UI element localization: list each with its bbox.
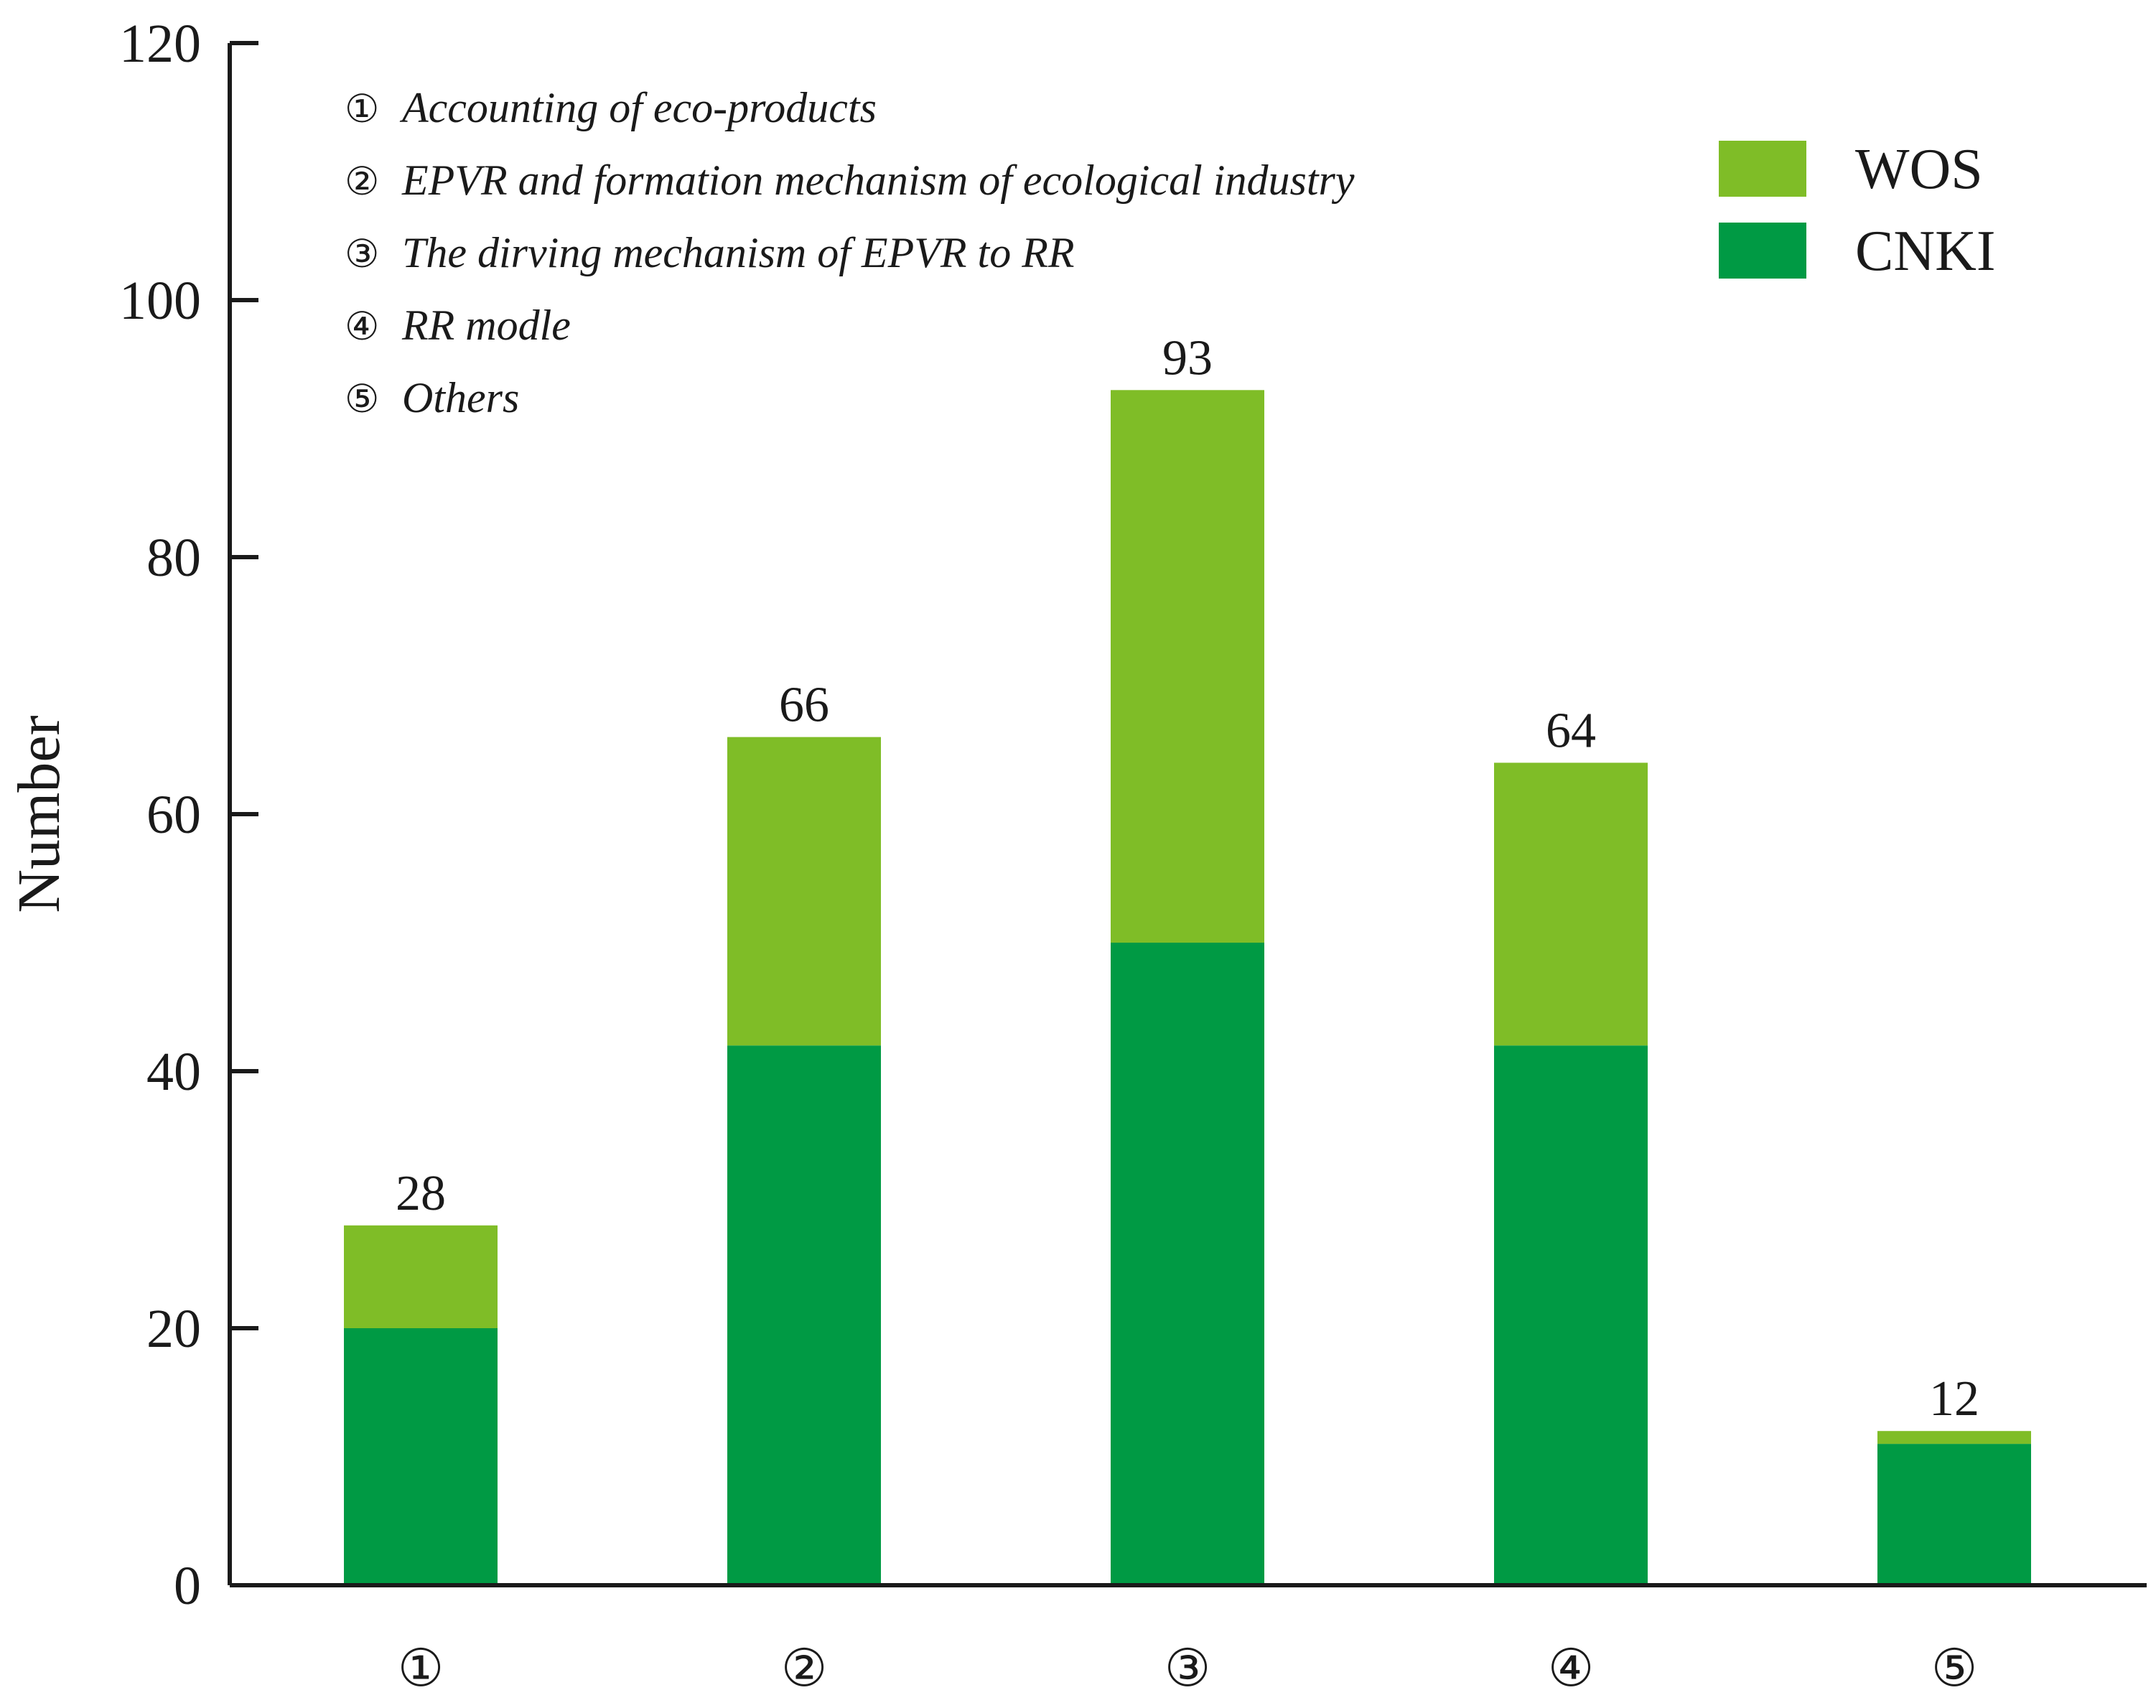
topic-list: ① Accounting of eco-products ② EPVR and for… (345, 84, 1355, 421)
bar-wos-3 (1111, 390, 1264, 943)
bar-cnki-1 (344, 1328, 498, 1585)
x-tick-label-2: ② (781, 1638, 828, 1698)
legend-swatch-cnki (1719, 223, 1806, 279)
bar-total-label-4: 64 (1546, 703, 1596, 758)
bar-total-label-5: 12 (1929, 1371, 1979, 1427)
axes-layer: 0 20 40 60 80 100 120 Number (6, 14, 2147, 1616)
topic-marker-3: ③ (345, 231, 379, 276)
bar-cnki-3 (1111, 943, 1264, 1585)
topic-marker-5: ⑤ (345, 376, 379, 421)
topic-label-5: Others (402, 374, 519, 421)
legend-label-cnki: CNKI (1855, 220, 1996, 283)
topic-marker-1: ① (345, 86, 379, 131)
topic-label-2: EPVR and formation mechanism of ecologic… (401, 157, 1355, 204)
x-tick-label-5: ⑤ (1931, 1638, 1978, 1698)
bar-wos-1 (344, 1225, 498, 1328)
topic-marker-4: ④ (345, 304, 379, 349)
bar-cnki-2 (727, 1045, 881, 1585)
x-tick-label-1: ① (398, 1638, 444, 1698)
bars-layer (344, 390, 2031, 1585)
legend: WOS CNKI (1719, 138, 1996, 283)
y-tick-label-0: 0 (174, 1556, 201, 1616)
bar-wos-2 (727, 737, 881, 1046)
topic-label-4: RR modle (401, 302, 571, 349)
bar-total-label-1: 28 (396, 1166, 446, 1221)
topic-label-1: Accounting of eco-products (399, 84, 877, 131)
bar-total-label-2: 66 (779, 678, 829, 733)
topic-label-3: The dirving mechanism of EPVR to RR (402, 229, 1075, 276)
legend-swatch-wos (1719, 141, 1806, 197)
bar-wos-5 (1877, 1431, 2031, 1445)
y-tick-label-60: 60 (146, 785, 201, 845)
bar-cnki-4 (1494, 1045, 1648, 1585)
labels-layer: 28 ① 66 ② 93 ③ 64 ④ 12 ⑤ (396, 330, 1979, 1698)
x-tick-label-4: ④ (1548, 1638, 1595, 1698)
bar-total-label-3: 93 (1162, 330, 1213, 386)
x-tick-label-3: ③ (1165, 1638, 1211, 1698)
y-tick-label-40: 40 (146, 1042, 201, 1102)
bar-cnki-5 (1877, 1444, 2031, 1585)
y-tick-label-100: 100 (119, 271, 201, 331)
y-axis-title: Number (6, 715, 73, 913)
bar-wos-4 (1494, 762, 1648, 1046)
y-tick-label-20: 20 (146, 1299, 201, 1359)
y-tick-label-120: 120 (119, 14, 201, 74)
legend-label-wos: WOS (1855, 138, 1983, 201)
y-tick-label-80: 80 (146, 528, 201, 588)
topic-marker-2: ② (345, 159, 379, 204)
